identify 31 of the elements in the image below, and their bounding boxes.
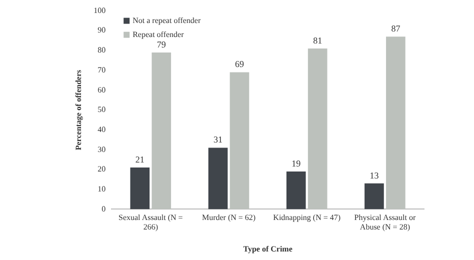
- y-tick-label: 50: [98, 105, 106, 114]
- bar: [364, 183, 384, 210]
- y-tick-label: 20: [98, 164, 106, 174]
- y-tick-label: 80: [98, 46, 106, 55]
- bar: [286, 172, 306, 210]
- y-tick-label: 40: [98, 124, 106, 134]
- y-tick-label: 0: [102, 204, 106, 214]
- x-tick-label: Kidnapping (N = 47): [273, 213, 341, 222]
- y-tick-label: 90: [98, 26, 106, 35]
- y-tick-label: 100: [94, 6, 106, 15]
- x-tick-label: Physical Assault or Abuse (N = 28): [354, 213, 416, 232]
- y-tick-label: 10: [98, 184, 106, 194]
- data-label: 19: [292, 158, 302, 168]
- data-label: 87: [391, 23, 401, 34]
- data-label: 79: [156, 39, 166, 50]
- data-label: 13: [370, 170, 380, 180]
- data-label: 21: [135, 154, 144, 164]
- y-tick-label: 70: [98, 65, 106, 74]
- y-tick-label: 60: [98, 85, 106, 94]
- x-axis-title: Type of Crime: [243, 244, 293, 254]
- y-tick-label: 30: [98, 144, 106, 154]
- legend-label: Repeat offender: [132, 30, 184, 39]
- y-axis-title: Percentage of offenders: [74, 70, 83, 150]
- data-label: 81: [313, 35, 322, 46]
- x-tick-label: Murder (N = 62): [202, 213, 256, 222]
- data-label: 69: [234, 59, 244, 70]
- bar: [208, 148, 228, 210]
- legend-label: Not a repeat offender: [132, 16, 201, 25]
- bar: [130, 168, 150, 210]
- data-label: 31: [214, 134, 223, 145]
- x-tick-label: Sexual Assault (N = 266): [118, 213, 184, 232]
